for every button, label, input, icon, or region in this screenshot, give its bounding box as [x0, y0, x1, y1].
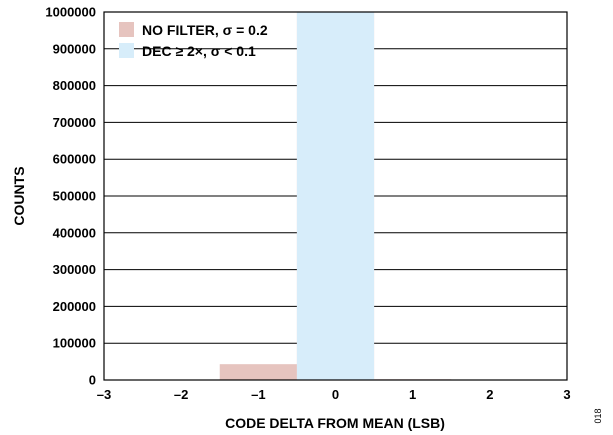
y-tick-label: 900000 — [53, 41, 96, 56]
y-tick-label: 800000 — [53, 78, 96, 93]
bar — [296, 12, 375, 380]
x-tick-label: 1 — [409, 387, 416, 402]
plot-border — [103, 11, 568, 381]
bar — [219, 364, 297, 380]
y-tick-label: 700000 — [53, 115, 96, 130]
y-tick-labels: 0 100000 200000 300000 400000 500000 600000 700… — [45, 5, 96, 388]
y-tick-label: 0 — [89, 373, 96, 388]
plot-frame — [103, 11, 568, 381]
figure-code: 018 — [593, 408, 603, 423]
y-tick-label: 100000 — [53, 336, 96, 351]
bars — [219, 12, 452, 380]
y-axis-title: COUNTS — [11, 166, 27, 225]
x-tick-label: 2 — [486, 387, 493, 402]
x-tick-labels: –3 –2 –1 0 1 2 3 — [97, 387, 571, 402]
y-tick-label: 1000000 — [45, 5, 96, 20]
x-tick-label: –1 — [251, 387, 265, 402]
y-tick-label: 600000 — [53, 152, 96, 167]
y-tick-label: 300000 — [53, 262, 96, 277]
x-axis-title: CODE DELTA FROM MEAN (LSB) — [225, 415, 445, 431]
legend-label: NO FILTER, σ = 0.2 — [142, 22, 268, 38]
y-tick-label: 200000 — [53, 299, 96, 314]
legend-label: DEC ≥ 2×, σ < 0.1 — [142, 43, 256, 59]
x-tick-label: –3 — [97, 387, 111, 402]
x-tick-label: 3 — [563, 387, 570, 402]
y-tick-label: 500000 — [53, 189, 96, 204]
x-tick-label: 0 — [332, 387, 339, 402]
x-tick-label: –2 — [174, 387, 188, 402]
y-tick-label: 400000 — [53, 225, 96, 240]
legend-swatch — [119, 22, 134, 37]
legend: NO FILTER, σ = 0.2 DEC ≥ 2×, σ < 0.1 — [119, 22, 268, 59]
legend-swatch — [119, 43, 134, 58]
